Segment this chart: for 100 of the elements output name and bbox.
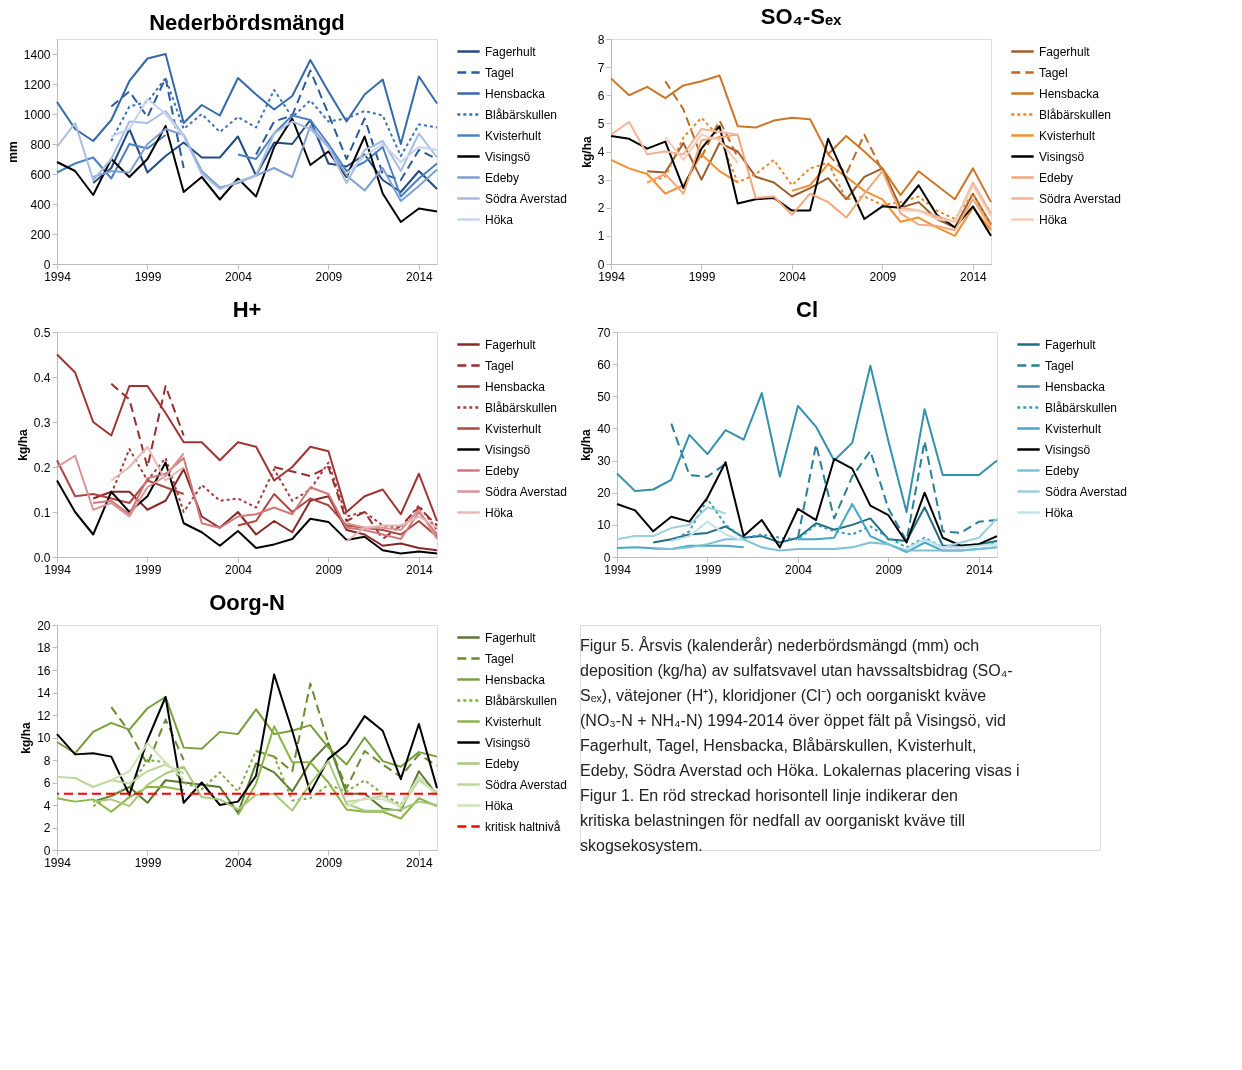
- legend-label: Södra Averstad: [1039, 191, 1121, 206]
- legend-label: Södra Averstad: [485, 191, 567, 206]
- x-tick-label: 2004: [779, 269, 807, 284]
- y-tick-label: 18: [37, 641, 51, 655]
- y-tick-label: 0.0: [33, 550, 51, 565]
- x-tick-label: 1994: [44, 269, 72, 284]
- y-tick-label: 1200: [23, 77, 51, 92]
- legend-label: Fagerhult: [485, 44, 537, 59]
- y-tick-label: 16: [37, 663, 51, 678]
- x-tick-label: 1994: [604, 562, 632, 577]
- legend-label: Hensbacka: [485, 672, 546, 687]
- y-tick-label: 8: [597, 32, 605, 47]
- chart-title: Cl: [796, 297, 818, 322]
- y-tick-label: 0: [603, 550, 611, 565]
- legend-label: Höka: [485, 505, 514, 520]
- y-tick-label: 800: [30, 137, 51, 152]
- y-tick-label: 4: [597, 145, 605, 159]
- x-tick-label: 2009: [875, 562, 903, 577]
- y-axis-title: kg/ha: [15, 429, 30, 461]
- legend-label: Visingsö: [485, 149, 531, 164]
- legend-label: Visingsö: [1045, 442, 1091, 457]
- y-tick-label: 0.2: [33, 460, 51, 475]
- y-tick-label: 7: [597, 60, 605, 75]
- legend-label: Fagerhult: [485, 630, 537, 645]
- y-tick-label: 60: [597, 357, 611, 372]
- x-tick-label: 2009: [315, 269, 343, 284]
- legend-label: Blåbärskullen: [485, 107, 558, 122]
- legend-label: Höka: [1045, 505, 1074, 520]
- y-tick-label: 6: [597, 88, 605, 103]
- legend-label: Edeby: [485, 756, 520, 771]
- y-tick-label: 14: [37, 686, 51, 700]
- x-tick-label: 2014: [406, 269, 434, 284]
- y-axis-title: kg/ha: [19, 722, 34, 754]
- y-tick-label: 4: [43, 798, 51, 813]
- legend-label: Blåbärskullen: [485, 693, 558, 708]
- legend-label: Hensbacka: [485, 379, 546, 394]
- x-tick-label: 2009: [315, 855, 343, 870]
- legend-label: Kvisterhult: [485, 714, 542, 729]
- x-tick-label: 2014: [406, 855, 434, 870]
- legend-label: Höka: [1039, 212, 1068, 227]
- y-tick-label: 6: [43, 776, 51, 790]
- legend-label: Hensbacka: [1045, 379, 1106, 394]
- legend-label: Fagerhult: [1045, 337, 1097, 352]
- x-tick-label: 1999: [134, 855, 162, 870]
- y-tick-label: 1: [597, 229, 605, 244]
- y-axis-title: kg/ha: [579, 429, 594, 461]
- x-tick-label: 2004: [225, 269, 253, 284]
- y-tick-label: 5: [597, 116, 605, 131]
- legend-label: Edeby: [485, 170, 520, 185]
- legend-label: Blåbärskullen: [485, 400, 558, 415]
- chart-title: Oorg-N: [209, 590, 285, 615]
- x-tick-label: 2009: [315, 562, 343, 577]
- legend-label: Tagel: [485, 651, 514, 666]
- y-axis-title: mm: [5, 141, 20, 163]
- legend-label: Fagerhult: [1039, 44, 1091, 59]
- legend-label: Kvisterhult: [485, 421, 542, 436]
- y-tick-label: 0: [597, 257, 605, 272]
- legend-label: Kvisterhult: [1045, 421, 1102, 436]
- legend-label: Södra Averstad: [1045, 484, 1127, 499]
- y-tick-label: 2: [43, 821, 51, 835]
- legend-label: Höka: [485, 212, 514, 227]
- y-tick-label: 12: [37, 708, 51, 723]
- x-tick-label: 2014: [960, 269, 988, 284]
- legend-label: Kvisterhult: [485, 128, 542, 143]
- y-tick-label: 70: [597, 325, 611, 340]
- y-tick-label: 0.3: [33, 415, 51, 430]
- legend-label: Fagerhult: [485, 337, 537, 352]
- y-tick-label: 40: [597, 421, 611, 436]
- x-tick-label: 2009: [869, 269, 897, 284]
- legend-label: Blåbärskullen: [1039, 107, 1112, 122]
- legend-label: Blåbärskullen: [1045, 400, 1118, 415]
- legend-label: Visingsö: [485, 735, 531, 750]
- legend-label: Kvisterhult: [1039, 128, 1096, 143]
- legend-label: Södra Averstad: [485, 777, 567, 792]
- y-tick-label: 20: [37, 618, 51, 633]
- legend-label: Hensbacka: [485, 86, 546, 101]
- legend-label: Edeby: [1045, 463, 1080, 478]
- y-tick-label: 3: [597, 173, 605, 188]
- y-tick-label: 10: [37, 731, 51, 745]
- y-tick-label: 1000: [23, 107, 51, 122]
- legend-label: Tagel: [485, 65, 514, 80]
- chart-title: SO₄-Sₑₓ: [760, 4, 843, 29]
- x-tick-label: 2014: [406, 562, 434, 577]
- y-tick-label: 30: [597, 454, 611, 469]
- x-tick-label: 1994: [598, 269, 626, 284]
- x-tick-label: 2004: [785, 562, 813, 577]
- y-tick-label: 0: [43, 843, 51, 858]
- chart-title: Nederbördsmängd: [149, 10, 345, 35]
- y-tick-label: 10: [597, 518, 611, 533]
- y-tick-label: 2: [597, 201, 605, 216]
- legend-label: Södra Averstad: [485, 484, 567, 499]
- legend-label: Tagel: [1045, 358, 1074, 373]
- x-tick-label: 1999: [688, 269, 716, 284]
- y-tick-label: 200: [30, 227, 51, 242]
- y-tick-label: 0.4: [33, 370, 51, 385]
- y-tick-label: 0: [43, 257, 51, 272]
- y-axis-title: kg/ha: [579, 136, 594, 168]
- y-tick-label: 400: [30, 197, 51, 212]
- x-tick-label: 1994: [44, 855, 72, 870]
- chart-title: H+: [232, 297, 262, 322]
